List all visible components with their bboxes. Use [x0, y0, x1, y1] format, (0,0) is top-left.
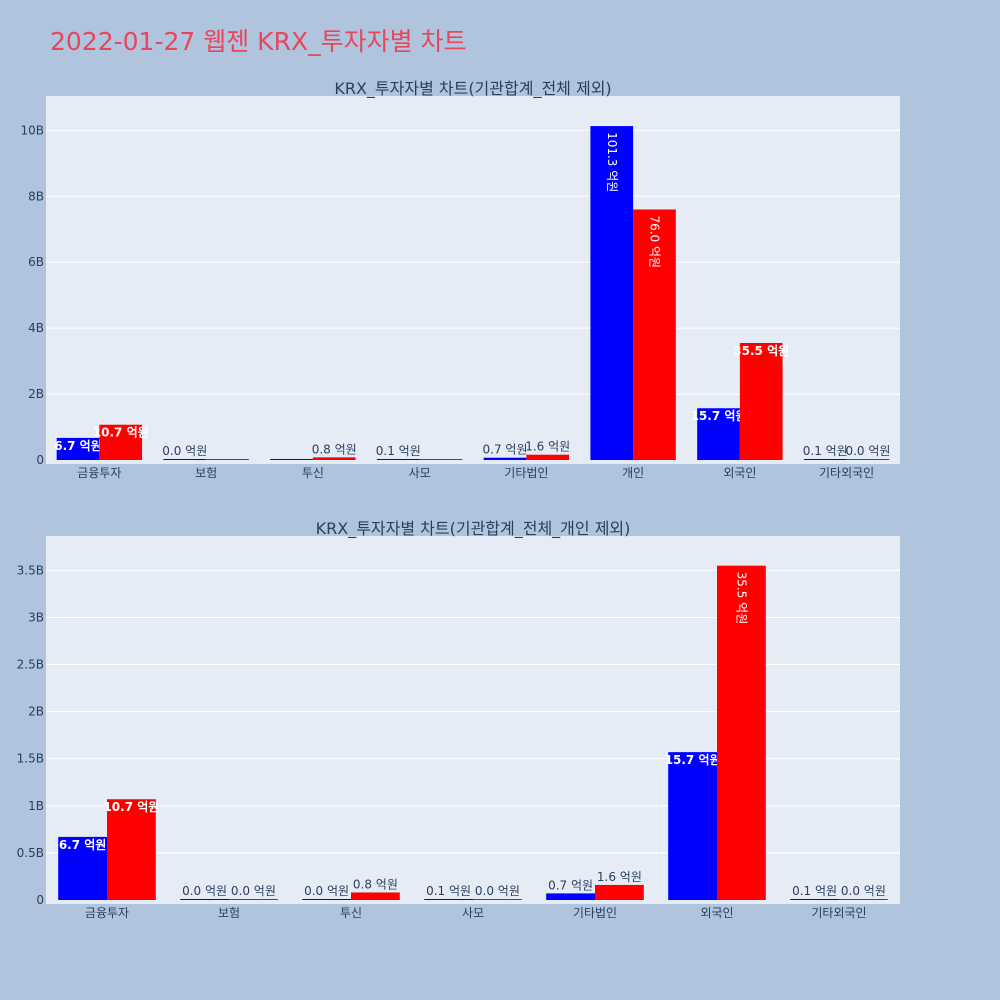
data-label: 0.0 억원 [845, 444, 890, 458]
data-label: 10.7 억원 [103, 800, 159, 814]
bar-buy [180, 899, 229, 900]
bar-buy [590, 126, 634, 461]
bar-sell [473, 899, 522, 900]
x-tick-label: 기타외국인 [811, 906, 866, 920]
x-tick-label: 기타외국인 [819, 466, 874, 480]
bar-sell [633, 209, 676, 460]
x-tick-label: 보험 [195, 466, 217, 480]
plot-background [46, 536, 900, 904]
x-tick-label: 금융투자 [77, 466, 121, 480]
x-tick-label: 투신 [302, 466, 324, 480]
data-label: 0.0 억원 [182, 884, 227, 898]
bar-buy [803, 459, 847, 460]
data-label: 1.6 억원 [597, 870, 642, 884]
x-tick-label: 금융투자 [85, 906, 129, 920]
chart-title: KRX_투자자별 차트(기관합계_전체_개인 제외) [316, 519, 631, 539]
y-tick-label: 0 [36, 893, 44, 907]
y-tick-label: 8B [28, 189, 44, 203]
bar-sell [99, 424, 143, 460]
y-tick-label: 6B [28, 255, 44, 269]
bar-sell [739, 342, 783, 460]
bar-sell [717, 565, 766, 900]
bar-sell [846, 459, 890, 460]
bar-sell [419, 459, 463, 460]
data-label: 0.7 억원 [483, 443, 528, 457]
data-label: 101.3 억원 [605, 132, 619, 192]
bar-sell [839, 899, 888, 900]
x-tick-label: 보험 [218, 906, 240, 920]
bar-buy [668, 752, 717, 900]
data-label: 0.0 억원 [841, 884, 886, 898]
y-tick-label: 4B [28, 321, 44, 335]
bar-sell [206, 459, 249, 460]
data-label: 35.5 억원 [734, 572, 748, 625]
y-tick-label: 10B [20, 123, 44, 137]
data-label: 6.7 억원 [54, 439, 102, 453]
data-label: 0.0 억원 [162, 444, 207, 458]
bar-buy [56, 437, 100, 460]
y-tick-label: 2B [28, 705, 44, 719]
bar-buy [790, 899, 839, 900]
data-label: 0.7 억원 [548, 878, 593, 892]
data-label: 0.8 억원 [312, 442, 357, 456]
data-label: 1.6 억원 [525, 440, 570, 454]
x-tick-label: 기타법인 [573, 906, 617, 920]
bar-buy [302, 899, 351, 900]
bar-sell [526, 454, 570, 460]
bar-buy [376, 459, 420, 460]
y-tick-label: 2B [28, 387, 44, 401]
bar-sell [229, 899, 278, 900]
data-label: 15.7 억원 [691, 409, 747, 423]
data-label: 0.1 억원 [376, 444, 421, 458]
data-label: 0.8 억원 [353, 877, 398, 891]
y-tick-label: 2.5B [17, 658, 44, 672]
bar-buy [424, 899, 473, 900]
chart-title: KRX_투자자별 차트(기관합계_전체 제외) [334, 79, 611, 99]
data-label: 0.1 억원 [426, 884, 471, 898]
data-label: 15.7 억원 [665, 753, 721, 767]
data-label: 10.7 억원 [93, 426, 149, 440]
data-label: 0.1 억원 [803, 444, 848, 458]
bar-sell [312, 457, 356, 460]
y-tick-label: 1B [28, 799, 44, 813]
bar-buy [546, 893, 595, 900]
x-tick-label: 기타법인 [504, 466, 548, 480]
x-tick-label: 외국인 [700, 906, 733, 920]
bar-sell [107, 799, 156, 900]
y-tick-label: 0.5B [17, 846, 44, 860]
y-tick-label: 3.5B [17, 563, 44, 577]
data-label: 0.0 억원 [304, 884, 349, 898]
bar-sell [595, 884, 644, 900]
bar-buy [697, 408, 740, 460]
y-tick-label: 3B [28, 610, 44, 624]
data-label: 0.0 억원 [231, 884, 276, 898]
x-tick-label: 사모 [409, 466, 431, 480]
data-label: 6.7 억원 [59, 838, 107, 852]
y-tick-label: 1.5B [17, 752, 44, 766]
x-tick-label: 외국인 [723, 466, 756, 480]
x-tick-label: 개인 [622, 466, 644, 480]
bar-buy [58, 836, 107, 900]
bar-buy [163, 459, 207, 460]
data-label: 0.0 억원 [475, 884, 520, 898]
data-label: 35.5 억원 [733, 344, 789, 358]
bar-buy [483, 457, 527, 460]
chart-1: KRX_투자자별 차트(기관합계_전체 제외) 0 2B 4B 6B 8B 10B 금융투자 6… [20, 79, 900, 480]
bar-sell [351, 892, 400, 900]
chart-2: KRX_투자자별 차트(기관합계_전체_개인 제외) 0 0.5B 1B 1.5B 2B 2… [17, 519, 900, 920]
x-tick-label: 투신 [340, 906, 362, 920]
page-title: 2022-01-27 웹젠 KRX_투자자별 차트 [50, 27, 467, 56]
x-tick-label: 사모 [462, 906, 484, 920]
bar-buy [270, 459, 313, 460]
data-label: 76.0 억원 [647, 215, 661, 268]
y-tick-label: 0 [36, 453, 44, 467]
data-label: 0.1 억원 [792, 884, 837, 898]
